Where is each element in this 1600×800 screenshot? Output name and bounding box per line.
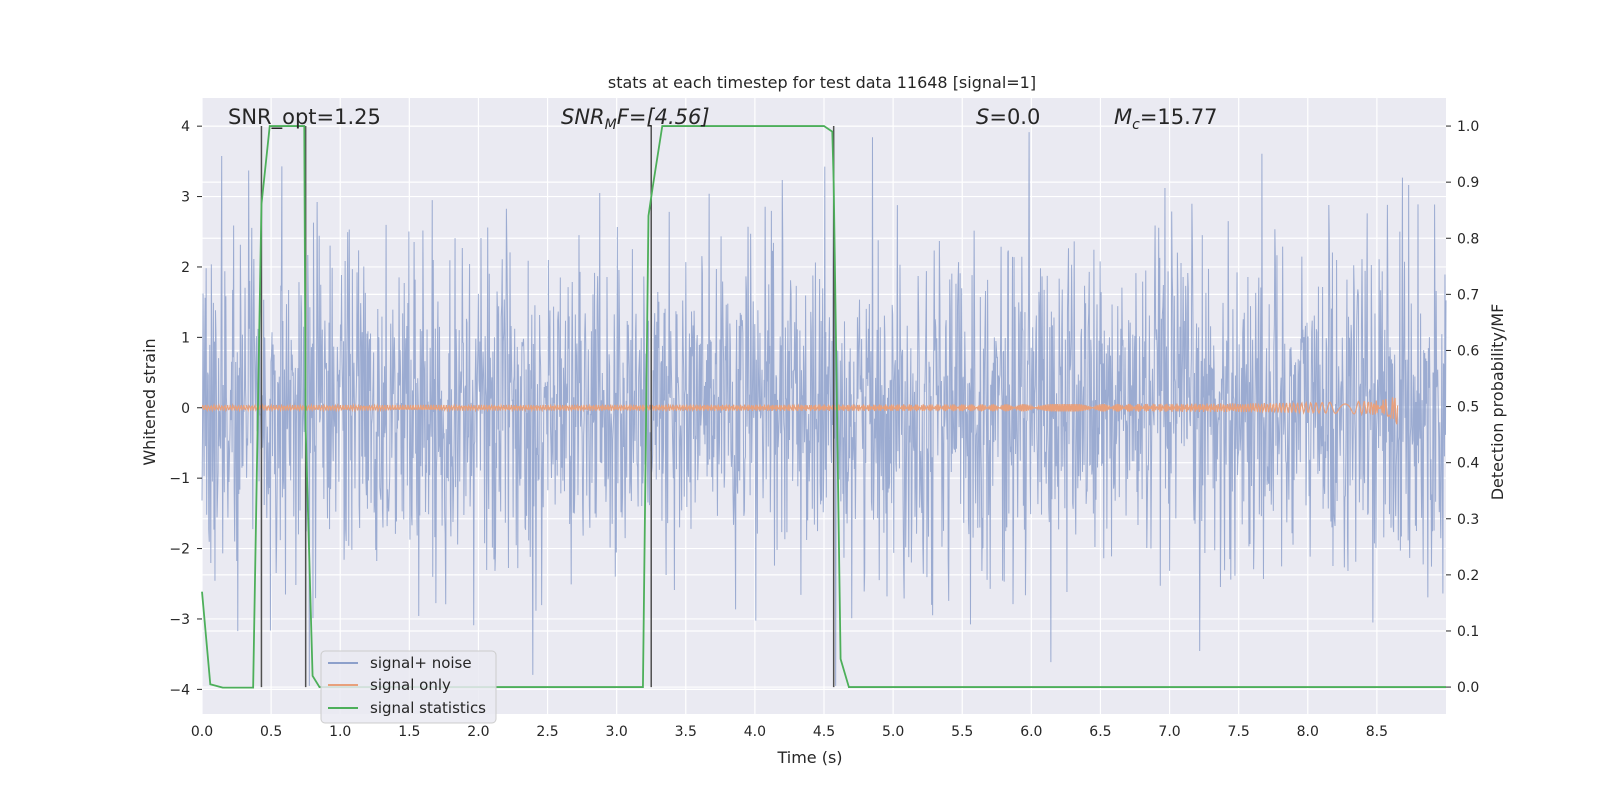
mc-main: M	[1114, 105, 1132, 129]
legend-box	[320, 650, 497, 724]
y-axis-label: Whitened strain	[140, 338, 159, 465]
y2-axis-label: Detection probability/MF	[1488, 304, 1507, 501]
y-tick-label: −1	[169, 471, 190, 487]
chart-title: stats at each timestep for test data 116…	[608, 73, 1036, 92]
x-tick-label: 5.0	[882, 724, 904, 740]
y-tick-label: −2	[169, 542, 190, 558]
x-tick-label: 8.0	[1297, 724, 1319, 740]
x-axis-label: Time (s)	[776, 748, 842, 767]
x-tick-label: 3.5	[675, 724, 697, 740]
signal-noise-line	[201, 132, 1447, 686]
s-stat-annotation: S=0.0	[976, 105, 1040, 129]
y2-tick-label: 0.2	[1457, 568, 1479, 584]
y2-tick-label: 0.3	[1457, 512, 1479, 528]
x-tick-label: 5.5	[951, 724, 973, 740]
mc-rest: =15.77	[1140, 105, 1218, 129]
signal-only-line	[201, 397, 1399, 425]
snr-opt-annotation: SNR_opt=1.25	[228, 105, 381, 130]
legend-label-noise: signal+ noise	[370, 654, 472, 672]
y2-tick-label: 0.1	[1457, 624, 1479, 640]
s-stat-main: S	[976, 105, 989, 129]
snr-mf-main: SNR	[561, 105, 605, 129]
y-axis-ticks: 4 3 2 1 0 −1 −2 −3 −4	[169, 119, 202, 698]
x-tick-label: 6.0	[1020, 724, 1042, 740]
y2-tick-label: 0.4	[1457, 456, 1479, 472]
legend-label-signal: signal only	[370, 676, 451, 694]
x-tick-label: 4.0	[744, 724, 766, 740]
x-axis-ticks: 0.0 0.5 1.0 1.5 2.0 2.5 3.0 3.5 4.0 4.5 5.0 5.5 6.0 6…	[191, 724, 1388, 740]
y-tick-label: 2	[181, 260, 190, 276]
y2-tick-label: 0.9	[1457, 175, 1479, 191]
x-tick-label: 1.0	[329, 724, 351, 740]
mc-annotation: Mc=15.77	[1114, 105, 1218, 133]
legend-label-stats: signal statistics	[370, 699, 486, 717]
x-tick-label: 2.0	[467, 724, 489, 740]
y2-tick-label: 0.0	[1457, 680, 1479, 696]
mc-subscript: c	[1132, 117, 1140, 133]
legend: signal+ noise signal only signal statist…	[320, 650, 497, 724]
x-tick-label: 8.5	[1366, 724, 1388, 740]
x-tick-label: 3.0	[606, 724, 628, 740]
y2-tick-label: 0.8	[1457, 231, 1479, 247]
x-tick-label: 6.5	[1089, 724, 1111, 740]
x-tick-label: 1.5	[398, 724, 420, 740]
snr-mf-annotation: SNRMF=[4.56]	[561, 105, 710, 133]
y2-tick-label: 0.6	[1457, 343, 1479, 359]
y2-tick-label: 0.5	[1457, 400, 1479, 416]
y-tick-label: 1	[181, 330, 190, 346]
y-tick-label: 4	[181, 119, 190, 135]
x-tick-label: 2.5	[536, 724, 558, 740]
s-stat-rest: =0.0	[989, 105, 1040, 129]
y2-tick-label: 1.0	[1457, 119, 1479, 135]
x-tick-label: 7.5	[1228, 724, 1250, 740]
plot-area	[201, 98, 1447, 714]
x-tick-label: 0.0	[191, 724, 213, 740]
y-tick-label: −4	[169, 682, 190, 698]
y-tick-label: 0	[181, 401, 190, 417]
y2-tick-label: 0.7	[1457, 287, 1479, 303]
y-tick-label: 3	[181, 190, 190, 206]
y-tick-label: −3	[169, 612, 190, 628]
x-tick-label: 4.5	[813, 724, 835, 740]
signal-statistics-line	[201, 125, 1446, 689]
y2-axis-ticks: 1.0 0.9 0.8 0.7 0.6 0.5 0.4 0.3 0.2 0.1 0.0	[1446, 119, 1479, 696]
snr-mf-subscript: M	[605, 117, 617, 133]
x-tick-label: 7.0	[1158, 724, 1180, 740]
annotations: SNR_opt=1.25 SNRMF=[4.56] S=0.0 Mc=15.77	[228, 105, 1218, 133]
snr-mf-rest: F=[4.56]	[617, 105, 710, 129]
x-tick-label: 0.5	[260, 724, 282, 740]
